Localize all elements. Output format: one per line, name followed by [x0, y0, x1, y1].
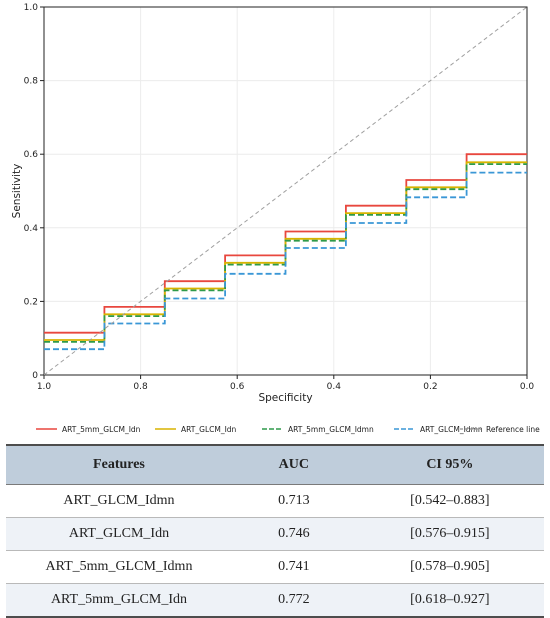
y-tick-label: 0.4 — [24, 224, 39, 234]
feature-cell: ART_GLCM_Idn — [6, 517, 232, 551]
feature-cell: ART_5mm_GLCM_Idn — [6, 583, 232, 618]
y-axis-title: Sensitivity — [11, 164, 23, 219]
feature-cell: ART_GLCM_Idmn — [6, 484, 232, 518]
y-tick-label: 0.6 — [24, 150, 39, 160]
table-row: ART_5mm_GLCM_Idmn 0.741 [0.578–0.905] — [6, 550, 544, 584]
table-header-row: Features AUC CI 95% — [6, 444, 544, 485]
roc-chart: 1.0 0.8 0.6 0.4 0.2 0.0 0 0.2 0.4 0.6 0.8 1.0 Speci… — [11, 3, 540, 434]
legend: ART_5mm_GLCM_Idn ART_GLCM_Idn ART_5mm_GLCM… — [36, 425, 540, 434]
header-features: Features — [6, 444, 232, 485]
ci-cell: [0.578–0.905] — [355, 550, 544, 584]
series-line-ART_GLCM_Idmn — [44, 171, 527, 351]
table-row: ART_GLCM_Idmn 0.713 [0.542–0.883] — [6, 484, 544, 518]
legend-label: ART_GLCM_Idmn — [420, 425, 483, 434]
series-line-ART_GLCM_Idn — [44, 161, 527, 341]
x-tick-label: 0.8 — [133, 382, 148, 392]
plot-frame — [43, 6, 528, 376]
auc-cell: 0.741 — [231, 550, 356, 584]
y-tick-label: 0.8 — [24, 77, 39, 87]
y-tick-label: 1.0 — [24, 3, 39, 13]
y-tick-label: 0 — [32, 371, 38, 381]
x-tick-label: 0.6 — [230, 382, 245, 392]
ci-cell: [0.618–0.927] — [355, 583, 544, 618]
ci-cell: [0.576–0.915] — [355, 517, 544, 551]
x-tick-label: 1.0 — [37, 382, 52, 392]
header-ci: CI 95% — [355, 444, 544, 485]
ci-cell: [0.542–0.883] — [355, 484, 544, 518]
auc-cell: 0.746 — [231, 517, 356, 551]
auc-cell: 0.772 — [231, 583, 356, 618]
x-tick-label: 0.4 — [327, 382, 342, 392]
x-tick-label: 0.2 — [423, 382, 437, 392]
table-row: ART_5mm_GLCM_Idn 0.772 [0.618–0.927] — [6, 583, 544, 618]
feature-cell: ART_5mm_GLCM_Idmn — [6, 550, 232, 584]
legend-label: ART_GLCM_Idn — [181, 425, 237, 434]
auc-results-table: Features AUC CI 95% ART_GLCM_Idmn 0.713 … — [6, 444, 544, 618]
legend-label: ART_5mm_GLCM_Idn — [62, 425, 141, 434]
header-auc: AUC — [231, 444, 356, 485]
x-axis-title: Specificity — [258, 392, 312, 404]
table-row: ART_GLCM_Idn 0.746 [0.576–0.915] — [6, 517, 544, 551]
axis-ticks: 1.0 0.8 0.6 0.4 0.2 0.0 0 0.2 0.4 0.6 0.8 1.0 — [24, 3, 535, 392]
y-tick-label: 0.2 — [24, 297, 38, 307]
series-line-Reference line — [43, 6, 528, 376]
series-line-ART_5mm_GLCM_Idmn — [44, 163, 527, 343]
auc-cell: 0.713 — [231, 484, 356, 518]
series-lines — [43, 6, 528, 376]
legend-label: ART_5mm_GLCM_Idmn — [288, 425, 374, 434]
legend-label: Reference line — [486, 425, 540, 434]
x-tick-label: 0.0 — [520, 382, 535, 392]
